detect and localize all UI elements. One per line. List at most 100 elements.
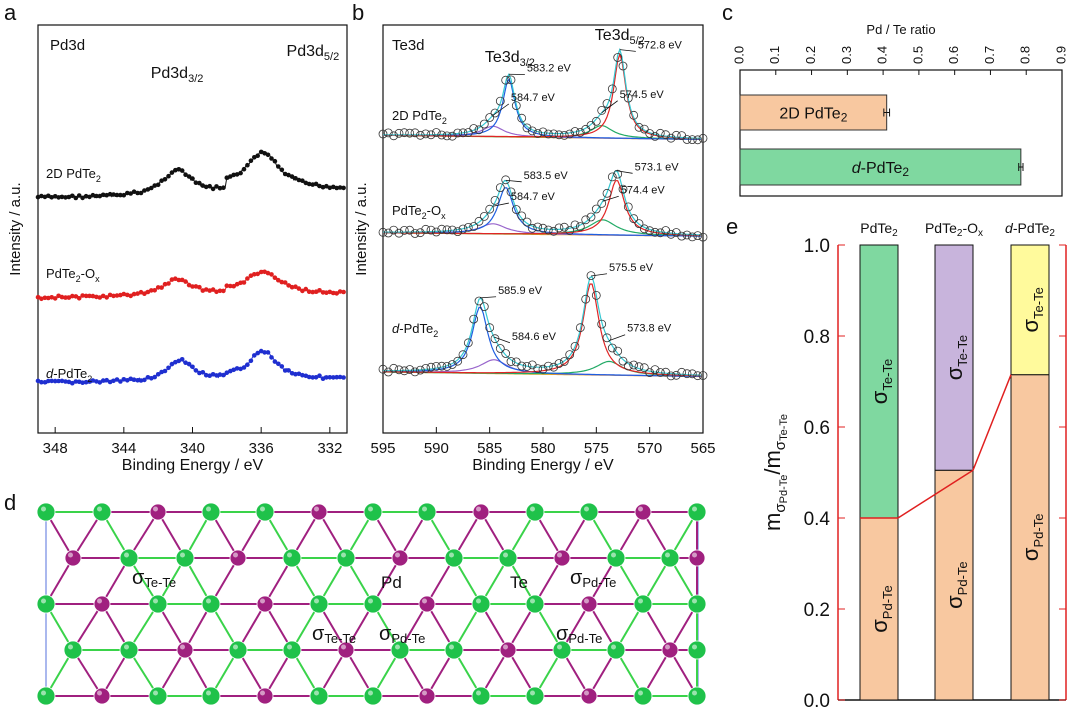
atom-highlight	[124, 552, 129, 558]
pd-atom	[472, 503, 490, 521]
pd-atom	[418, 687, 436, 705]
data-point	[501, 175, 511, 185]
data-point	[214, 373, 219, 378]
series-label: PdTe2-Ox	[46, 266, 100, 284]
structure-label: σPd-Te	[556, 623, 602, 646]
data-point	[131, 291, 137, 297]
data-point	[179, 357, 185, 362]
data-point	[100, 293, 106, 299]
data-point	[453, 227, 463, 237]
data-point	[121, 377, 127, 382]
data-point	[554, 359, 564, 368]
x-axis-label: Binding Energy / eV	[122, 457, 264, 474]
data-point	[310, 289, 316, 295]
data-point	[190, 364, 195, 370]
column-label: PdTe2-Ox	[925, 220, 983, 239]
data-point	[334, 185, 340, 191]
pd-atom	[553, 549, 571, 567]
data-point	[458, 128, 468, 138]
atom-highlight	[368, 506, 373, 512]
data-point	[279, 167, 285, 173]
data-point	[415, 130, 425, 140]
atom-highlight	[692, 598, 697, 604]
x-tick-label: 590	[424, 440, 449, 457]
data-point	[265, 152, 271, 158]
peak-annotation: 575.5 eV	[609, 262, 654, 274]
data-point	[334, 291, 340, 296]
data-point	[217, 372, 223, 377]
data-point	[63, 295, 68, 300]
data-point	[331, 375, 336, 380]
data-point	[327, 375, 333, 380]
data-point	[221, 185, 226, 190]
data-point	[317, 373, 322, 379]
data-point	[183, 279, 188, 284]
data-point	[276, 361, 281, 367]
series-label: 2D PdTe2	[46, 166, 101, 184]
te-atom	[201, 502, 221, 522]
data-point	[252, 272, 257, 277]
data-point	[337, 185, 343, 190]
data-point	[73, 294, 79, 299]
annotation-leader	[619, 49, 636, 52]
data-point	[210, 186, 216, 192]
peak-label: Pd3d3/2	[151, 65, 204, 85]
data-point	[293, 284, 298, 290]
te-atom	[36, 594, 56, 614]
data-point	[650, 365, 660, 375]
data-point	[575, 323, 585, 333]
data-point	[128, 191, 133, 196]
atom-highlight	[422, 598, 427, 604]
atom-highlight	[233, 644, 238, 650]
data-point	[517, 361, 527, 371]
data-point	[394, 365, 404, 375]
data-point	[128, 293, 133, 299]
chart-title: Pd / Te ratio	[866, 22, 935, 37]
data-point	[586, 121, 596, 130]
data-point	[100, 378, 106, 383]
data-point	[527, 126, 537, 136]
structure-label: σTe-Te	[312, 623, 356, 646]
panel-letter-c: c	[722, 0, 733, 25]
peak-annotation: 574.4 eV	[621, 184, 666, 196]
data-point	[90, 378, 96, 383]
data-point	[415, 228, 425, 238]
data-point	[293, 176, 298, 181]
te-atom	[417, 502, 437, 522]
x-tick-label: 0.5	[910, 46, 925, 64]
data-point	[522, 361, 532, 371]
data-point	[559, 222, 569, 232]
data-point	[162, 177, 168, 182]
data-point	[152, 374, 157, 380]
data-point	[431, 128, 441, 137]
data-point	[70, 193, 75, 199]
data-point	[645, 226, 655, 236]
te-atom	[444, 640, 464, 660]
data-point	[602, 188, 612, 198]
data-point	[39, 379, 44, 385]
data-point	[203, 372, 209, 378]
te-atom	[148, 686, 168, 706]
data-point	[190, 176, 195, 181]
data-point	[272, 359, 278, 364]
data-point	[197, 180, 202, 186]
atom-highlight	[692, 506, 697, 512]
panel-title: Pd3d	[50, 37, 85, 54]
te-atom	[525, 594, 545, 614]
data-point	[389, 131, 399, 141]
data-point	[234, 172, 240, 177]
data-point	[687, 232, 697, 242]
data-point	[183, 172, 188, 177]
pd-atom	[499, 641, 517, 659]
atom-highlight	[611, 644, 616, 650]
data-point	[629, 214, 639, 224]
data-point	[559, 357, 569, 366]
data-point	[272, 275, 278, 281]
data-point	[570, 341, 580, 351]
data-point	[186, 174, 192, 179]
panel-d-lattice-structure: σTe-Te Pd Te σPd-Te σTe-Te σPd-Te σPd-Te	[36, 502, 707, 706]
data-point	[538, 364, 548, 374]
peak-annotation: 573.8 eV	[627, 323, 672, 335]
data-point	[152, 183, 157, 188]
annotation-leader	[601, 100, 618, 114]
